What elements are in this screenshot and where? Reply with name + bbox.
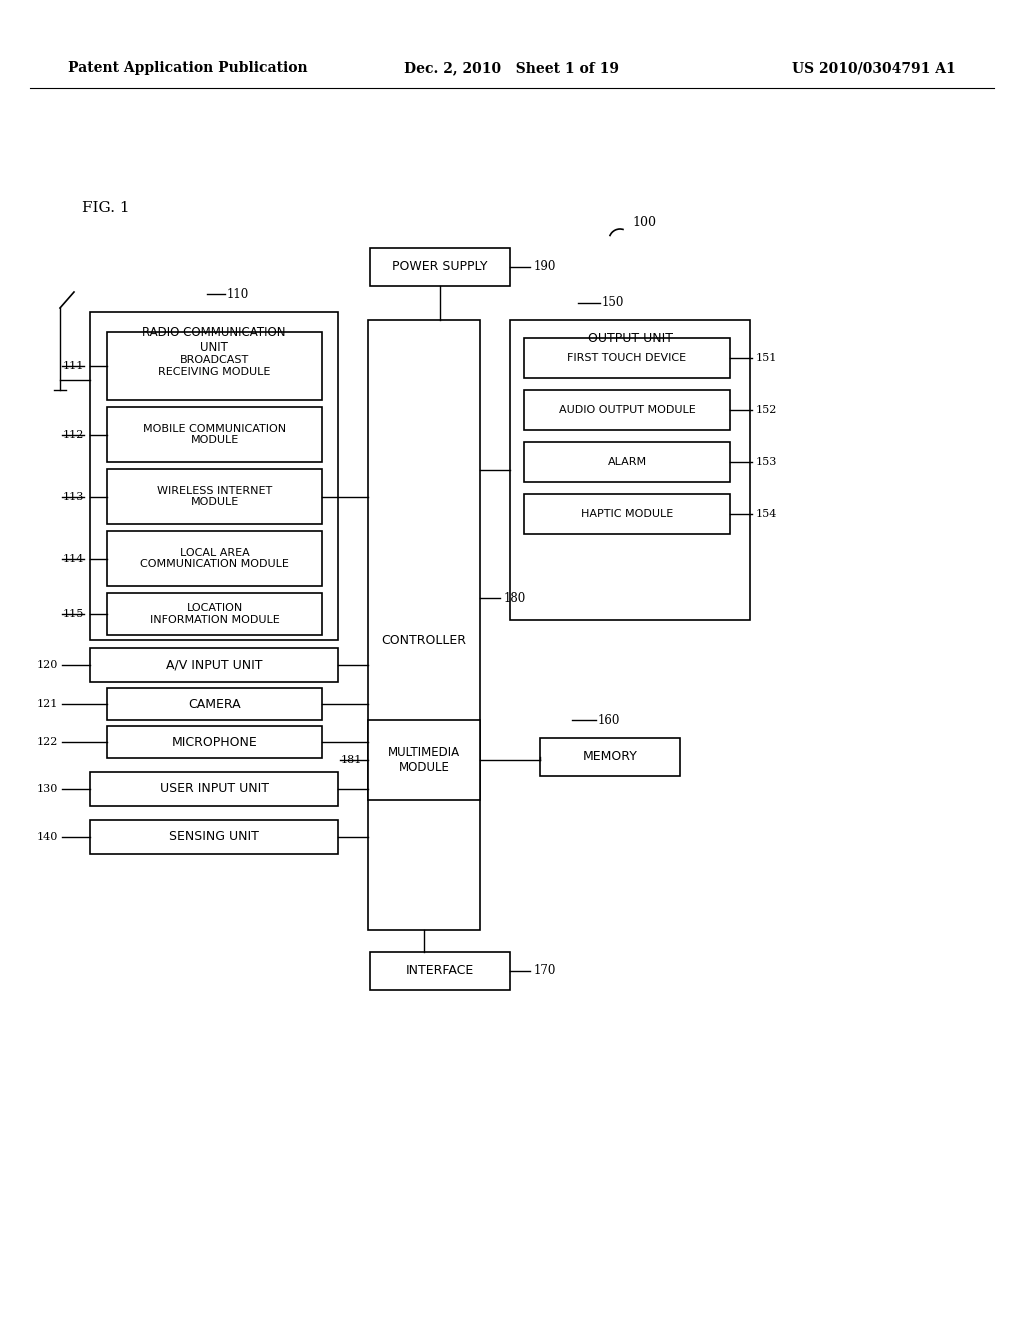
Text: 111: 111 (62, 360, 84, 371)
Text: 181: 181 (341, 755, 362, 766)
Text: USER INPUT UNIT: USER INPUT UNIT (160, 783, 268, 796)
Text: A/V INPUT UNIT: A/V INPUT UNIT (166, 659, 262, 672)
Text: 115: 115 (62, 609, 84, 619)
Text: AUDIO OUTPUT MODULE: AUDIO OUTPUT MODULE (559, 405, 695, 414)
Bar (106, 469, 322, 524)
Text: 110: 110 (227, 288, 249, 301)
Text: 140: 140 (37, 832, 58, 842)
Bar (106, 688, 322, 719)
Text: FIG. 1: FIG. 1 (82, 201, 130, 215)
Text: CONTROLLER: CONTROLLER (382, 634, 467, 647)
Text: SENSING UNIT: SENSING UNIT (169, 830, 259, 843)
Text: 113: 113 (62, 492, 84, 502)
Text: 151: 151 (756, 352, 777, 363)
Text: RADIO COMMUNICATION
UNIT: RADIO COMMUNICATION UNIT (142, 326, 286, 354)
Bar (106, 407, 322, 462)
Text: US 2010/0304791 A1: US 2010/0304791 A1 (793, 61, 956, 75)
Bar (524, 442, 730, 482)
Bar (524, 338, 730, 378)
Bar (90, 820, 338, 854)
Text: MULTIMEDIA
MODULE: MULTIMEDIA MODULE (388, 746, 460, 774)
Text: 154: 154 (756, 510, 777, 519)
Bar (90, 312, 338, 640)
Text: 180: 180 (504, 591, 526, 605)
Text: 100: 100 (632, 215, 656, 228)
Text: MOBILE COMMUNICATION
MODULE: MOBILE COMMUNICATION MODULE (143, 424, 286, 445)
Bar (370, 952, 510, 990)
Text: FIRST TOUCH DEVICE: FIRST TOUCH DEVICE (567, 352, 686, 363)
Bar (510, 319, 750, 620)
Text: 150: 150 (602, 297, 625, 309)
Text: 114: 114 (62, 554, 84, 564)
Text: 170: 170 (534, 965, 556, 978)
Text: 122: 122 (37, 737, 58, 747)
Bar (106, 726, 322, 758)
Text: WIRELESS INTERNET
MODULE: WIRELESS INTERNET MODULE (157, 486, 272, 507)
Text: LOCAL AREA
COMMUNICATION MODULE: LOCAL AREA COMMUNICATION MODULE (140, 548, 289, 569)
Text: 120: 120 (37, 660, 58, 671)
Text: 153: 153 (756, 457, 777, 467)
Text: 121: 121 (37, 700, 58, 709)
Text: BROADCAST
RECEIVING MODULE: BROADCAST RECEIVING MODULE (159, 355, 270, 376)
Text: LOCATION
INFORMATION MODULE: LOCATION INFORMATION MODULE (150, 603, 280, 624)
Text: HAPTIC MODULE: HAPTIC MODULE (581, 510, 673, 519)
Bar (524, 494, 730, 535)
Bar (368, 319, 480, 931)
Bar (540, 738, 680, 776)
Bar (106, 333, 322, 400)
Text: OUTPUT UNIT: OUTPUT UNIT (588, 331, 673, 345)
Text: CAMERA: CAMERA (188, 697, 241, 710)
Text: MEMORY: MEMORY (583, 751, 637, 763)
Bar (368, 719, 480, 800)
Bar (370, 248, 510, 286)
Bar (90, 648, 338, 682)
Text: INTERFACE: INTERFACE (406, 965, 474, 978)
Text: ALARM: ALARM (607, 457, 646, 467)
Text: POWER SUPPLY: POWER SUPPLY (392, 260, 487, 273)
Text: 152: 152 (756, 405, 777, 414)
Text: 112: 112 (62, 430, 84, 440)
Text: 130: 130 (37, 784, 58, 795)
Bar (106, 593, 322, 635)
Text: Dec. 2, 2010   Sheet 1 of 19: Dec. 2, 2010 Sheet 1 of 19 (404, 61, 620, 75)
Text: 190: 190 (534, 260, 556, 273)
Bar (90, 772, 338, 807)
Bar (524, 389, 730, 430)
Text: MICROPHONE: MICROPHONE (172, 735, 257, 748)
Text: Patent Application Publication: Patent Application Publication (68, 61, 307, 75)
Text: 160: 160 (598, 714, 621, 726)
Bar (106, 531, 322, 586)
